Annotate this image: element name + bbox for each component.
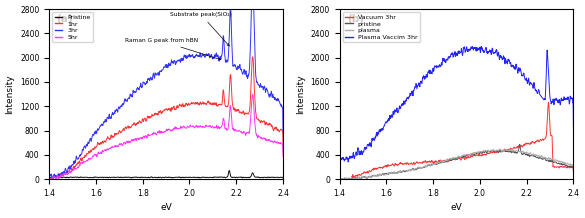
3hr <box>182 55 189 58</box>
plasma <box>486 150 493 153</box>
plasma <box>479 150 486 153</box>
pristine <box>514 151 521 154</box>
Line: pristine: pristine <box>340 144 573 179</box>
plasma <box>570 169 577 172</box>
Line: plasma: plasma <box>340 149 573 179</box>
plasma <box>472 151 479 154</box>
Plasma Vaccim 3hr <box>472 46 479 49</box>
Text: Substrate peak(SiO₂): Substrate peak(SiO₂) <box>170 12 232 46</box>
Pristine <box>158 177 165 179</box>
pristine <box>538 157 545 160</box>
Line: 5hr: 5hr <box>49 94 283 179</box>
plasma <box>538 155 545 157</box>
3hr <box>188 55 195 57</box>
5hr <box>47 178 54 181</box>
1hr <box>247 90 254 92</box>
1hr <box>182 105 189 108</box>
pristine <box>479 152 486 154</box>
1hr <box>46 178 53 181</box>
3hr <box>280 130 287 133</box>
Legend: Pristine, 1hr, 3hr, 5hr: Pristine, 1hr, 3hr, 5hr <box>52 12 93 43</box>
Pristine <box>182 176 189 178</box>
Plasma Vaccim 3hr <box>479 48 486 50</box>
Pristine <box>188 176 195 179</box>
1hr <box>249 56 256 58</box>
Vacuum 3hr <box>485 152 492 155</box>
pristine <box>472 153 479 155</box>
5hr <box>188 125 195 128</box>
Plasma Vaccim 3hr <box>350 155 357 158</box>
Pristine <box>247 175 254 177</box>
plasma <box>338 178 345 181</box>
5hr <box>46 177 53 180</box>
Pristine <box>46 177 53 179</box>
5hr <box>195 125 202 127</box>
3hr <box>223 59 230 61</box>
Text: (b): (b) <box>347 14 364 24</box>
Vacuum 3hr <box>514 146 521 148</box>
5hr <box>223 129 230 131</box>
5hr <box>182 127 189 129</box>
plasma <box>497 148 504 150</box>
Vacuum 3hr <box>350 175 357 178</box>
Y-axis label: Intensity: Intensity <box>296 74 305 114</box>
1hr <box>188 101 195 104</box>
1hr <box>280 147 287 150</box>
pristine <box>351 177 358 180</box>
Text: (a): (a) <box>56 14 73 24</box>
Vacuum 3hr <box>478 154 485 156</box>
Vacuum 3hr <box>570 170 577 172</box>
3hr <box>46 177 53 179</box>
Vacuum 3hr <box>472 155 479 157</box>
Legend: Vacuum 3hr, pristine, plasma, Plasma Vaccim 3hr: Vacuum 3hr, pristine, plasma, Plasma Vac… <box>343 12 420 43</box>
Plasma Vaccim 3hr <box>538 95 545 98</box>
pristine <box>337 178 344 181</box>
3hr <box>195 55 202 58</box>
3hr <box>247 31 254 34</box>
plasma <box>514 150 521 153</box>
pristine <box>516 143 523 146</box>
pristine <box>570 170 577 172</box>
Pristine <box>226 169 233 172</box>
5hr <box>280 155 287 157</box>
Pristine <box>280 177 287 179</box>
1hr <box>223 105 230 107</box>
plasma <box>351 176 358 179</box>
Line: Pristine: Pristine <box>49 170 283 178</box>
Pristine <box>223 176 230 178</box>
Plasma Vaccim 3hr <box>570 128 577 130</box>
Vacuum 3hr <box>538 138 545 141</box>
Plasma Vaccim 3hr <box>514 68 521 71</box>
3hr <box>60 170 67 173</box>
3hr <box>49 178 56 181</box>
X-axis label: eV: eV <box>160 203 172 213</box>
X-axis label: eV: eV <box>450 203 462 213</box>
pristine <box>336 177 343 180</box>
Line: Plasma Vaccim 3hr: Plasma Vaccim 3hr <box>340 46 573 167</box>
Line: 1hr: 1hr <box>49 57 283 179</box>
pristine <box>486 150 493 153</box>
Plasma Vaccim 3hr <box>336 165 343 168</box>
Text: Raman G peak from hBN: Raman G peak from hBN <box>125 38 221 60</box>
Pristine <box>195 176 202 179</box>
1hr <box>195 102 202 105</box>
5hr <box>249 93 256 96</box>
plasma <box>336 178 343 180</box>
5hr <box>247 114 254 117</box>
Y-axis label: Intensity: Intensity <box>5 74 15 114</box>
Line: Vacuum 3hr: Vacuum 3hr <box>352 102 573 178</box>
Pristine <box>60 176 67 179</box>
Plasma Vaccim 3hr <box>478 45 485 48</box>
5hr <box>60 172 67 175</box>
1hr <box>60 173 67 175</box>
1hr <box>46 176 53 179</box>
Plasma Vaccim 3hr <box>486 50 493 53</box>
Line: 3hr: 3hr <box>49 0 283 179</box>
